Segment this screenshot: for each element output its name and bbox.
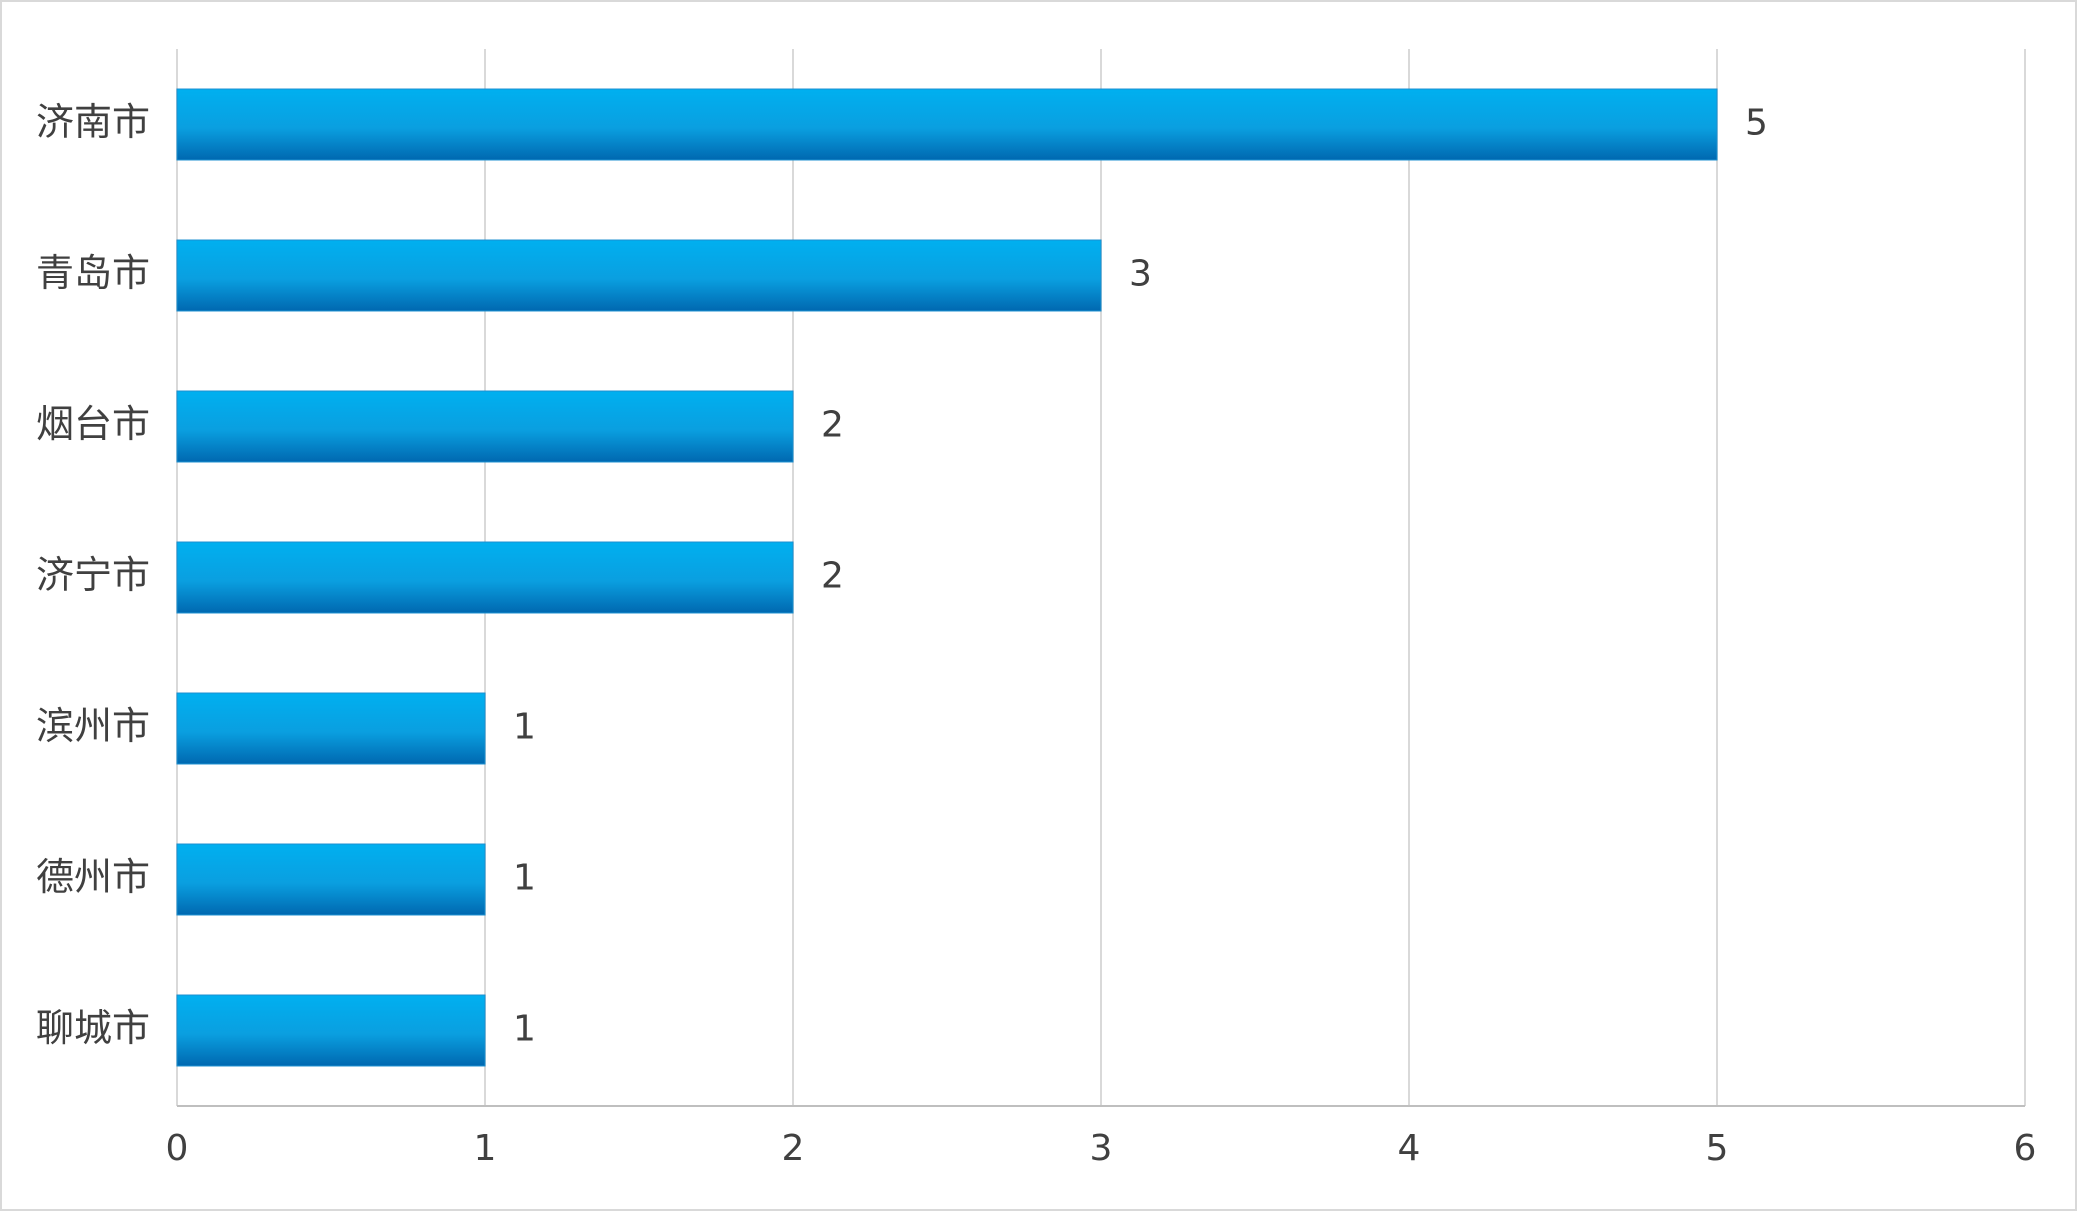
x-tick-label: 5 — [1706, 1128, 1729, 1169]
bar — [176, 843, 486, 916]
y-tick-label: 滨州市 — [36, 704, 150, 748]
bar — [176, 541, 794, 614]
x-tick-label: 6 — [2014, 1128, 2037, 1169]
bar — [176, 88, 1718, 161]
bar — [176, 390, 794, 463]
x-tick-label: 4 — [1398, 1128, 1421, 1169]
bar — [176, 239, 1102, 312]
data-label: 1 — [513, 707, 536, 748]
x-tick-label: 2 — [782, 1128, 805, 1169]
y-tick-label: 聊城市 — [36, 1006, 150, 1050]
x-tick-label: 3 — [1090, 1128, 1113, 1169]
data-label: 3 — [1129, 254, 1152, 295]
bar — [176, 692, 486, 765]
x-tick-label: 0 — [166, 1128, 189, 1169]
x-tick-label: 1 — [474, 1128, 497, 1169]
data-label: 1 — [513, 858, 536, 899]
y-tick-label: 济南市 — [36, 100, 150, 144]
y-tick-label: 烟台市 — [36, 402, 150, 446]
data-label: 5 — [1745, 103, 1768, 144]
y-tick-label: 济宁市 — [36, 553, 150, 597]
data-label: 2 — [821, 556, 844, 597]
y-tick-label: 德州市 — [36, 855, 150, 899]
bar — [176, 994, 486, 1067]
data-label: 1 — [513, 1009, 536, 1050]
y-tick-label: 青岛市 — [36, 251, 150, 295]
data-label: 2 — [821, 405, 844, 446]
